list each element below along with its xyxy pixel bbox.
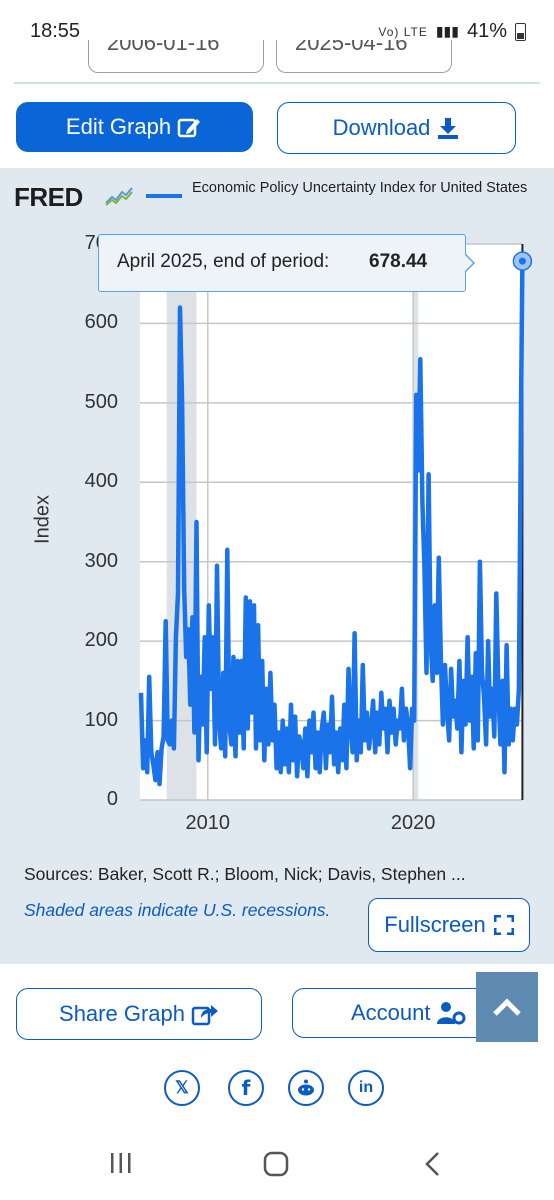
legend-series-swatch <box>146 194 182 198</box>
recession-note: Shaded areas indicate U.S. recessions. <box>24 900 331 920</box>
facebook-share-icon[interactable]: f <box>228 1070 264 1106</box>
hover-marker-point <box>518 257 526 265</box>
facebook-icon: f <box>241 1076 251 1100</box>
chart-tooltip: April 2025, end of period: 678.44 <box>98 234 475 292</box>
recent-apps-icon[interactable] <box>108 1150 134 1183</box>
x-share-icon[interactable]: 𝕏 <box>164 1070 200 1106</box>
end-date-value: 2025-04-16 <box>295 40 408 55</box>
series-line <box>138 261 525 787</box>
x-tick-label: 2020 <box>390 812 436 834</box>
account-label: Account <box>351 1000 431 1025</box>
tooltip-value: 678.44 <box>369 251 428 272</box>
home-icon[interactable] <box>262 1150 290 1185</box>
share-graph-button[interactable]: Share Graph <box>16 988 262 1040</box>
chevron-up-icon <box>493 998 521 1016</box>
fred-logo: FRED <box>14 182 83 212</box>
share-icon <box>191 1002 219 1026</box>
edit-graph-button[interactable]: Edit Graph <box>16 102 253 152</box>
system-nav-bar <box>0 1130 554 1200</box>
fullscreen-icon <box>493 915 514 935</box>
status-time: 18:55 <box>30 20 81 42</box>
fullscreen-label: Fullscreen <box>384 912 486 937</box>
start-date-input[interactable]: 2006-01-16 <box>88 40 264 73</box>
x-tick-label: 2010 <box>185 812 231 834</box>
x-icon: 𝕏 <box>175 1078 189 1097</box>
y-tick-label: 100 <box>84 708 118 731</box>
linkedin-share-icon[interactable]: in <box>348 1070 384 1106</box>
start-date-value: 2006-01-16 <box>107 40 220 55</box>
edit-icon <box>177 115 203 139</box>
y-tick-label: 500 <box>84 390 118 413</box>
reddit-icon <box>298 1079 314 1096</box>
fred-logo-icon <box>105 187 133 206</box>
fullscreen-button[interactable]: Fullscreen <box>368 898 530 952</box>
sources-text[interactable]: Sources: Baker, Scott R.; Bloom, Nick; D… <box>24 864 466 884</box>
y-tick-label: 0 <box>106 788 118 810</box>
section-divider <box>14 82 540 84</box>
download-label: Download <box>332 115 431 140</box>
linkedin-icon: in <box>358 1079 374 1096</box>
y-tick-label: 300 <box>84 549 118 572</box>
chart-title: Economic Policy Uncertainty Index for Un… <box>192 180 528 196</box>
end-date-input[interactable]: 2025-04-16 <box>276 40 452 73</box>
tooltip-label: April 2025, end of period: <box>117 251 330 272</box>
scroll-to-top-button[interactable] <box>476 972 538 1042</box>
network-indicator: Vo) LTE <box>378 24 428 39</box>
share-graph-label: Share Graph <box>59 1001 185 1026</box>
y-tick-label: 600 <box>84 311 118 334</box>
account-settings-icon <box>436 1000 467 1026</box>
battery-level: 41% <box>466 20 507 42</box>
edit-graph-label: Edit Graph <box>65 114 172 139</box>
status-indicators: Vo) LTE ▮▮▮ 41% <box>378 20 526 43</box>
back-icon[interactable] <box>422 1150 442 1185</box>
y-tick-label: 400 <box>84 470 118 493</box>
battery-icon <box>515 22 526 41</box>
y-tick-label: 200 <box>84 629 118 652</box>
reddit-share-icon[interactable] <box>288 1070 324 1106</box>
signal-icon: ▮▮▮ <box>435 23 459 39</box>
download-icon <box>436 116 460 140</box>
chart-plot[interactable] <box>0 0 554 900</box>
download-button[interactable]: Download <box>277 102 516 154</box>
